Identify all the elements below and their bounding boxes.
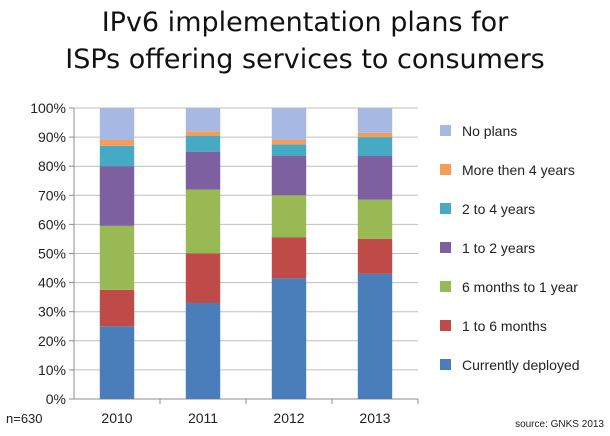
y-tick-label: 0%: [46, 391, 66, 407]
legend-label: 6 months to 1 year: [462, 279, 578, 295]
bar-segment-2-to-4-years: [271, 144, 307, 157]
bar-segment-currently-deployed: [271, 278, 307, 399]
y-tick-label: 40%: [38, 275, 66, 291]
x-tick-label: 2011: [188, 410, 218, 426]
y-tick-label: 60%: [38, 216, 66, 232]
bar-segment-1-to-2-years: [99, 166, 135, 226]
source-note: source: GNKS 2013: [515, 419, 604, 430]
bar-segment-currently-deployed: [357, 273, 393, 399]
chart-title-line-1: IPv6 implementation plans for: [101, 7, 509, 38]
legend-swatch-6-months-to-1-year: [440, 281, 451, 292]
bar-segment-more-then-4-years: [99, 140, 135, 146]
bar-segment-6-months-to-1-year: [185, 189, 221, 254]
bar-segment-more-then-4-years: [357, 132, 393, 138]
legend-swatch-no-plans: [440, 125, 451, 136]
legend-label: 2 to 4 years: [462, 201, 535, 217]
legend-swatch-1-to-2-years: [440, 242, 451, 253]
bar-segment-more-then-4-years: [271, 140, 307, 145]
legend-swatch-1-to-6-months: [440, 320, 451, 331]
bar-segment-6-months-to-1-year: [357, 199, 393, 239]
y-tick-label: 100%: [30, 100, 66, 116]
legend-label: More then 4 years: [462, 162, 575, 178]
y-tick-label: 70%: [38, 187, 66, 203]
legend-swatch-2-to-4-years: [440, 203, 451, 214]
x-tick-label: 2010: [101, 410, 132, 426]
x-tick-label: 2013: [359, 410, 390, 426]
legend-label: No plans: [462, 123, 517, 139]
bar-segment-1-to-2-years: [185, 151, 221, 190]
y-tick-label: 30%: [38, 304, 66, 320]
legend-label: Currently deployed: [462, 357, 580, 373]
bar-segment-no-plans: [185, 108, 221, 132]
x-tick-label: 2012: [273, 410, 304, 426]
legend-label: 1 to 2 years: [462, 240, 535, 256]
y-tick-label: 20%: [38, 333, 66, 349]
bar-segment-2-to-4-years: [185, 135, 221, 152]
bar-segment-6-months-to-1-year: [99, 225, 135, 290]
legend-swatch-more-then-4-years: [440, 164, 451, 175]
bar-segment-no-plans: [271, 108, 307, 141]
y-tick-label: 10%: [38, 362, 66, 378]
bar-segment-no-plans: [99, 108, 135, 141]
bar-segment-1-to-6-months: [357, 238, 393, 274]
bar-segment-1-to-2-years: [357, 156, 393, 200]
bar-segment-more-then-4-years: [185, 131, 221, 136]
sample-size-note: n=630: [6, 411, 43, 426]
legend-label: 1 to 6 months: [462, 318, 547, 334]
legend-swatch-currently-deployed: [440, 359, 451, 370]
y-tick-label: 80%: [38, 158, 66, 174]
y-tick-label: 90%: [38, 129, 66, 145]
bar-segment-6-months-to-1-year: [271, 195, 307, 238]
bar-segment-1-to-2-years: [271, 156, 307, 196]
bar-segment-1-to-6-months: [271, 237, 307, 279]
bar-segment-1-to-6-months: [99, 289, 135, 327]
y-tick-label: 50%: [38, 246, 66, 262]
bar-segment-2-to-4-years: [357, 137, 393, 157]
bar-segment-2-to-4-years: [99, 145, 135, 167]
bar-segment-no-plans: [357, 108, 393, 133]
bar-segment-1-to-6-months: [185, 253, 221, 303]
chart-title: IPv6 implementation plans for ISPs offer…: [0, 4, 610, 78]
bar-segment-currently-deployed: [185, 302, 221, 399]
chart-title-line-2: ISPs offering services to consumers: [65, 44, 545, 75]
bar-segment-currently-deployed: [99, 326, 135, 399]
